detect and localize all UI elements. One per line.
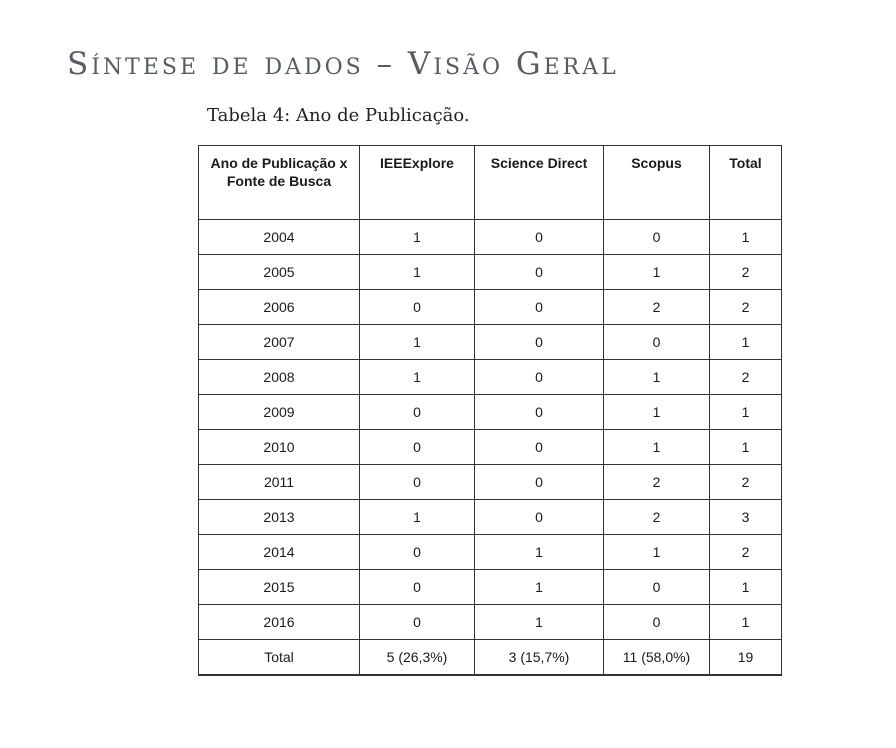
cell-scopus: 2	[603, 499, 710, 535]
table-row: 2004 1 0 0 1	[198, 219, 782, 255]
cell-scopus: 1	[603, 254, 710, 290]
cell-ieeexplore: 0	[359, 569, 475, 605]
cell-year: 2015	[198, 569, 360, 605]
cell-scopus: 1	[603, 394, 710, 430]
total-overall: 19	[709, 639, 782, 676]
header-scopus: Scopus	[603, 145, 710, 220]
table-row: 2005 1 0 1 2	[198, 254, 782, 290]
cell-total: 1	[709, 429, 782, 465]
cell-total: 2	[709, 359, 782, 395]
cell-science-direct: 0	[474, 499, 604, 535]
table-row: 2009 0 0 1 1	[198, 394, 782, 430]
table-caption: Tabela 4: Ano de Publicação.	[207, 105, 470, 126]
total-scopus: 11 (58,0%)	[603, 639, 710, 676]
cell-total: 2	[709, 534, 782, 570]
cell-year: 2013	[198, 499, 360, 535]
header-total: Total	[709, 145, 782, 220]
cell-science-direct: 0	[474, 289, 604, 325]
cell-science-direct: 0	[474, 324, 604, 360]
cell-science-direct: 0	[474, 429, 604, 465]
table-row: 2013 1 0 2 3	[198, 499, 782, 535]
cell-total: 1	[709, 219, 782, 255]
cell-scopus: 1	[603, 359, 710, 395]
cell-total: 2	[709, 464, 782, 500]
cell-science-direct: 1	[474, 534, 604, 570]
cell-scopus: 2	[603, 289, 710, 325]
cell-total: 2	[709, 254, 782, 290]
cell-ieeexplore: 0	[359, 604, 475, 640]
table-row: 2008 1 0 1 2	[198, 359, 782, 395]
cell-ieeexplore: 0	[359, 534, 475, 570]
cell-ieeexplore: 0	[359, 464, 475, 500]
cell-science-direct: 1	[474, 569, 604, 605]
cell-science-direct: 0	[474, 359, 604, 395]
table-row: 2006 0 0 2 2	[198, 289, 782, 325]
cell-scopus: 0	[603, 324, 710, 360]
table-header-row: Ano de Publicação x Fonte de Busca IEEEx…	[198, 145, 782, 220]
table-row: 2016 0 1 0 1	[198, 604, 782, 640]
cell-year: 2004	[198, 219, 360, 255]
total-science-direct: 3 (15,7%)	[474, 639, 604, 676]
cell-total: 1	[709, 394, 782, 430]
cell-ieeexplore: 1	[359, 254, 475, 290]
total-label: Total	[198, 639, 360, 676]
cell-science-direct: 0	[474, 254, 604, 290]
cell-year: 2008	[198, 359, 360, 395]
slide-title: Síntese de dados – Visão Geral	[67, 46, 619, 82]
table-row: 2011 0 0 2 2	[198, 464, 782, 500]
header-ieeexplore: IEEExplore	[359, 145, 475, 220]
cell-year: 2010	[198, 429, 360, 465]
table-row: 2010 0 0 1 1	[198, 429, 782, 465]
cell-year: 2006	[198, 289, 360, 325]
cell-year: 2016	[198, 604, 360, 640]
cell-science-direct: 0	[474, 394, 604, 430]
total-ieeexplore: 5 (26,3%)	[359, 639, 475, 676]
cell-science-direct: 0	[474, 219, 604, 255]
cell-ieeexplore: 1	[359, 359, 475, 395]
cell-year: 2014	[198, 534, 360, 570]
publication-year-table: Ano de Publicação x Fonte de Busca IEEEx…	[198, 145, 782, 676]
table-total-row: Total 5 (26,3%) 3 (15,7%) 11 (58,0%) 19	[198, 639, 782, 676]
header-science-direct: Science Direct	[474, 145, 604, 220]
cell-scopus: 1	[603, 534, 710, 570]
cell-scopus: 1	[603, 429, 710, 465]
cell-year: 2005	[198, 254, 360, 290]
cell-ieeexplore: 0	[359, 289, 475, 325]
cell-scopus: 0	[603, 569, 710, 605]
cell-year: 2007	[198, 324, 360, 360]
cell-total: 1	[709, 324, 782, 360]
cell-ieeexplore: 1	[359, 219, 475, 255]
header-year-source: Ano de Publicação x Fonte de Busca	[198, 145, 360, 220]
cell-science-direct: 0	[474, 464, 604, 500]
cell-ieeexplore: 1	[359, 324, 475, 360]
table-row: 2007 1 0 0 1	[198, 324, 782, 360]
table-row: 2014 0 1 1 2	[198, 534, 782, 570]
cell-ieeexplore: 1	[359, 499, 475, 535]
table-row: 2015 0 1 0 1	[198, 569, 782, 605]
cell-ieeexplore: 0	[359, 394, 475, 430]
cell-ieeexplore: 0	[359, 429, 475, 465]
cell-scopus: 0	[603, 219, 710, 255]
cell-year: 2009	[198, 394, 360, 430]
cell-scopus: 0	[603, 604, 710, 640]
cell-science-direct: 1	[474, 604, 604, 640]
cell-total: 3	[709, 499, 782, 535]
cell-scopus: 2	[603, 464, 710, 500]
cell-total: 1	[709, 569, 782, 605]
cell-total: 1	[709, 604, 782, 640]
cell-year: 2011	[198, 464, 360, 500]
cell-total: 2	[709, 289, 782, 325]
